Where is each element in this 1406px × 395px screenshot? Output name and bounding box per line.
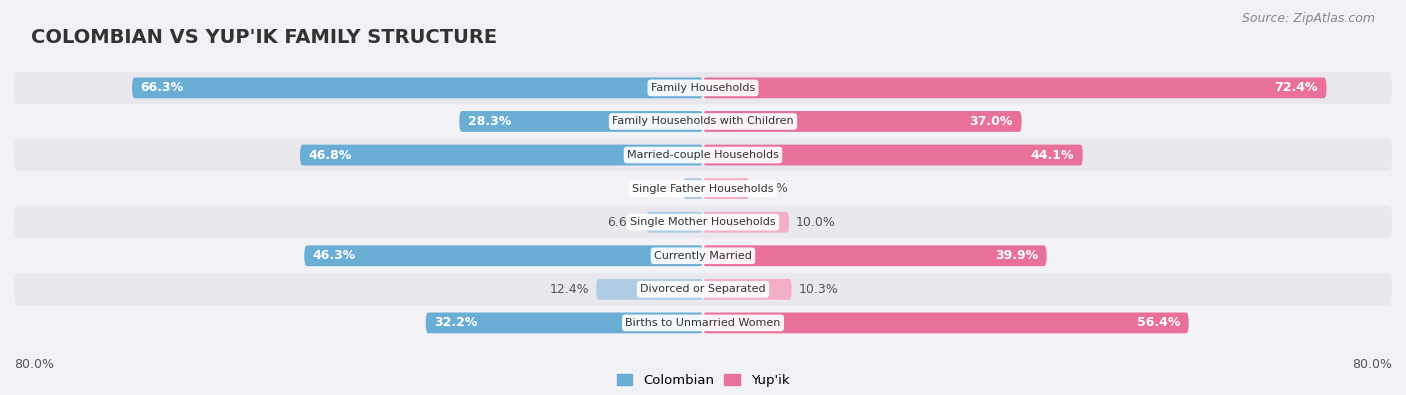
Text: 46.3%: 46.3%	[314, 249, 356, 262]
Text: 80.0%: 80.0%	[14, 358, 53, 371]
Text: 2.3%: 2.3%	[644, 182, 676, 195]
Text: 32.2%: 32.2%	[434, 316, 478, 329]
Text: 56.4%: 56.4%	[1136, 316, 1180, 329]
Text: 28.3%: 28.3%	[468, 115, 512, 128]
FancyBboxPatch shape	[703, 178, 749, 199]
FancyBboxPatch shape	[14, 173, 1392, 205]
FancyBboxPatch shape	[426, 312, 703, 333]
Text: Family Households with Children: Family Households with Children	[612, 117, 794, 126]
FancyBboxPatch shape	[14, 240, 1392, 272]
Text: 80.0%: 80.0%	[1353, 358, 1392, 371]
FancyBboxPatch shape	[14, 105, 1392, 137]
FancyBboxPatch shape	[132, 77, 703, 98]
Text: 6.6%: 6.6%	[607, 216, 640, 229]
FancyBboxPatch shape	[703, 111, 1022, 132]
FancyBboxPatch shape	[703, 145, 1083, 166]
Text: 66.3%: 66.3%	[141, 81, 184, 94]
Text: 37.0%: 37.0%	[970, 115, 1012, 128]
FancyBboxPatch shape	[304, 245, 703, 266]
Text: 10.0%: 10.0%	[796, 216, 837, 229]
FancyBboxPatch shape	[596, 279, 703, 300]
Text: COLOMBIAN VS YUP'IK FAMILY STRUCTURE: COLOMBIAN VS YUP'IK FAMILY STRUCTURE	[31, 28, 498, 47]
Legend: Colombian, Yup'ik: Colombian, Yup'ik	[612, 369, 794, 392]
FancyBboxPatch shape	[703, 279, 792, 300]
Text: Divorced or Separated: Divorced or Separated	[640, 284, 766, 294]
FancyBboxPatch shape	[14, 307, 1392, 339]
FancyBboxPatch shape	[703, 312, 1188, 333]
Text: 39.9%: 39.9%	[995, 249, 1038, 262]
Text: Currently Married: Currently Married	[654, 251, 752, 261]
FancyBboxPatch shape	[647, 212, 703, 233]
Text: Single Mother Households: Single Mother Households	[630, 217, 776, 227]
FancyBboxPatch shape	[703, 77, 1326, 98]
FancyBboxPatch shape	[703, 212, 789, 233]
Text: Single Father Households: Single Father Households	[633, 184, 773, 194]
FancyBboxPatch shape	[14, 206, 1392, 238]
Text: 10.3%: 10.3%	[799, 283, 838, 296]
Text: Married-couple Households: Married-couple Households	[627, 150, 779, 160]
FancyBboxPatch shape	[703, 245, 1046, 266]
FancyBboxPatch shape	[14, 72, 1392, 104]
FancyBboxPatch shape	[14, 139, 1392, 171]
Text: 5.4%: 5.4%	[756, 182, 789, 195]
Text: 72.4%: 72.4%	[1274, 81, 1317, 94]
FancyBboxPatch shape	[683, 178, 703, 199]
Text: 44.1%: 44.1%	[1031, 149, 1074, 162]
FancyBboxPatch shape	[14, 273, 1392, 305]
Text: Family Households: Family Households	[651, 83, 755, 93]
FancyBboxPatch shape	[299, 145, 703, 166]
Text: Source: ZipAtlas.com: Source: ZipAtlas.com	[1241, 12, 1375, 25]
Text: Births to Unmarried Women: Births to Unmarried Women	[626, 318, 780, 328]
Text: 46.8%: 46.8%	[308, 149, 352, 162]
FancyBboxPatch shape	[460, 111, 703, 132]
Text: 12.4%: 12.4%	[550, 283, 589, 296]
